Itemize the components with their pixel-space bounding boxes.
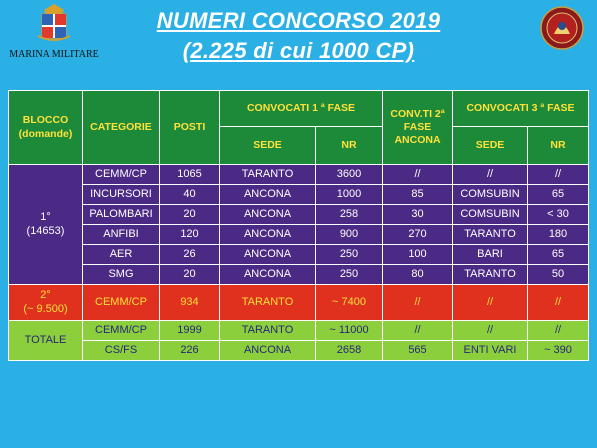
cell-posti: 1999 (159, 320, 220, 341)
cell-conv2: // (382, 164, 453, 185)
cell-sede: ANCONA (219, 184, 316, 205)
cell-posti: 20 (159, 264, 220, 285)
concorso-table: BLOCCO (domande) CATEGORIE POSTI CONVOCA… (8, 90, 589, 361)
totale-cell: TOTALE (8, 320, 83, 361)
cell-categoria: CEMM/CP (82, 320, 160, 341)
cell-nr3: 65 (527, 244, 589, 265)
blocco-2-count: (~ 9.500) (23, 302, 68, 315)
logo-left-label: MARINA MILITARE (9, 49, 99, 60)
cell-sede: ANCONA (219, 224, 316, 245)
cell-nr3: < 30 (527, 204, 589, 225)
marina-militare-logo: MARINA MILITARE (8, 2, 100, 60)
badge-logo (540, 6, 584, 55)
cell-nr3: 65 (527, 184, 589, 205)
cell-sede: TARANTO (219, 320, 316, 341)
cell-categoria: CEMM/CP (82, 284, 160, 321)
header-nr: NR (315, 126, 383, 165)
cell-categoria: INCURSORI (82, 184, 160, 205)
header-blocco: BLOCCO (domande) (8, 90, 83, 165)
cell-sede: TARANTO (219, 284, 316, 321)
header-categorie: CATEGORIE (82, 90, 160, 165)
cell-sede3: // (452, 164, 528, 185)
header-posti: POSTI (159, 90, 220, 165)
round-badge-icon (540, 6, 584, 50)
table-row: AER 26 ANCONA 250 100 BARI 65 (9, 244, 589, 265)
cell-categoria: AER (82, 244, 160, 265)
cell-nr: 900 (315, 224, 383, 245)
cell-posti: 20 (159, 204, 220, 225)
cell-sede3: TARANTO (452, 224, 528, 245)
cell-sede3: BARI (452, 244, 528, 265)
cell-conv2: 30 (382, 204, 453, 225)
cell-sede3: COMSUBIN (452, 204, 528, 225)
cell-sede3: // (452, 284, 528, 321)
cell-nr: 3600 (315, 164, 383, 185)
table-row: SMG 20 ANCONA 250 80 TARANTO 50 (9, 264, 589, 285)
table-row: ANFIBI 120 ANCONA 900 270 TARANTO 180 (9, 224, 589, 245)
page-subtitle: (2.225 di cui 1000 CP) (182, 38, 415, 63)
cell-nr: 258 (315, 204, 383, 225)
cell-nr: 2658 (315, 340, 383, 361)
header-nr-3: NR (527, 126, 589, 165)
cell-posti: 226 (159, 340, 220, 361)
cell-sede3: ENTI VARI (452, 340, 528, 361)
cell-nr3: // (527, 320, 589, 341)
cell-nr3: 180 (527, 224, 589, 245)
cell-conv2: 80 (382, 264, 453, 285)
cell-nr: 1000 (315, 184, 383, 205)
blocco-2-cell: 2° (~ 9.500) (8, 284, 83, 321)
cell-categoria: SMG (82, 264, 160, 285)
cell-posti: 934 (159, 284, 220, 321)
cell-sede3: // (452, 320, 528, 341)
header-sede: SEDE (219, 126, 316, 165)
cell-nr: ~ 7400 (315, 284, 383, 321)
header-sede-3: SEDE (452, 126, 528, 165)
cell-sede3: COMSUBIN (452, 184, 528, 205)
cell-nr: 250 (315, 264, 383, 285)
cell-conv2: 85 (382, 184, 453, 205)
table-row: CS/FS 226 ANCONA 2658 565 ENTI VARI ~ 39… (9, 340, 589, 361)
cell-categoria: PALOMBARI (82, 204, 160, 225)
table-row: INCURSORI 40 ANCONA 1000 85 COMSUBIN 65 (9, 184, 589, 205)
cell-sede: ANCONA (219, 244, 316, 265)
navy-crest-icon (37, 4, 71, 41)
cell-posti: 40 (159, 184, 220, 205)
cell-categoria: CS/FS (82, 340, 160, 361)
cell-sede: TARANTO (219, 164, 316, 185)
blocco-1-cell: 1° (14653) (8, 164, 83, 285)
cell-posti: 1065 (159, 164, 220, 185)
cell-conv2: // (382, 320, 453, 341)
cell-posti: 26 (159, 244, 220, 265)
page-title: NUMERI CONCORSO 2019 (156, 8, 441, 33)
cell-nr3: ~ 390 (527, 340, 589, 361)
cell-nr3: // (527, 164, 589, 185)
header-conv-2-fase: CONV.TI 2ª FASE ANCONA (382, 90, 453, 165)
blocco-1-label: 1° (40, 210, 51, 223)
cell-nr: ~ 11000 (315, 320, 383, 341)
cell-categoria: CEMM/CP (82, 164, 160, 185)
cell-sede3: TARANTO (452, 264, 528, 285)
blocco-2-label: 2° (40, 288, 51, 301)
table-row: 2° (~ 9.500) CEMM/CP 934 TARANTO ~ 7400 … (8, 284, 589, 321)
cell-posti: 120 (159, 224, 220, 245)
cell-conv2: 100 (382, 244, 453, 265)
cell-nr: 250 (315, 244, 383, 265)
cell-sede: ANCONA (219, 340, 316, 361)
table-row: TOTALE CEMM/CP 1999 TARANTO ~ 11000 // /… (8, 320, 589, 361)
cell-nr3: // (527, 284, 589, 321)
cell-conv2: 270 (382, 224, 453, 245)
cell-conv2: // (382, 284, 453, 321)
blocco-1-count: (14653) (26, 224, 65, 237)
header-convocati-3-fase: CONVOCATI 3 ª FASE (452, 90, 589, 127)
header-convocati-1-fase: CONVOCATI 1 ª FASE (219, 90, 383, 127)
cell-categoria: ANFIBI (82, 224, 160, 245)
table-row: PALOMBARI 20 ANCONA 258 30 COMSUBIN < 30 (9, 204, 589, 225)
cell-conv2: 565 (382, 340, 453, 361)
cell-nr3: 50 (527, 264, 589, 285)
cell-sede: ANCONA (219, 204, 316, 225)
table-row: 1° (14653) CEMM/CP 1065 TARANTO 3600 // … (8, 164, 589, 285)
cell-sede: ANCONA (219, 264, 316, 285)
